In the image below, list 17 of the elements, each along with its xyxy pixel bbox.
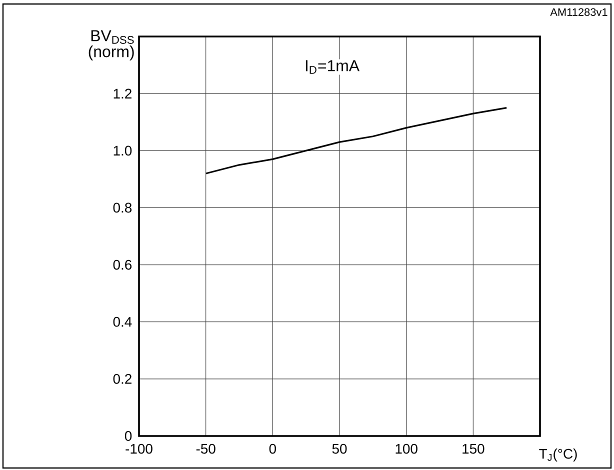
x-tick-label: -50 — [196, 444, 216, 454]
x-tick-label: 50 — [332, 444, 347, 454]
y-tick-label: 0 — [124, 431, 132, 441]
x-tick-label: 100 — [396, 444, 418, 454]
y-axis-title: BV$_{DSS}$ (norm) — [88, 30, 134, 60]
x-tick-label: 0 — [269, 444, 276, 454]
x-tick-label: 150 — [462, 444, 484, 454]
x-axis-title: T$_{J}$(°C) — [539, 448, 577, 462]
y-tick-label: 0.8 — [113, 202, 132, 213]
y-tick-label: 0.4 — [113, 316, 132, 327]
y-tick-label: 0.6 — [113, 260, 132, 270]
annotation: I$_{D}$=1mA — [306, 60, 360, 74]
y-tick-label: 1.2 — [114, 88, 132, 98]
text: AM11283v1 — [550, 8, 608, 16]
x-tick-label: -100 — [126, 444, 152, 454]
y-tick-label: 0.2 — [113, 374, 132, 384]
y-tick-label: 1.0 — [114, 146, 132, 156]
